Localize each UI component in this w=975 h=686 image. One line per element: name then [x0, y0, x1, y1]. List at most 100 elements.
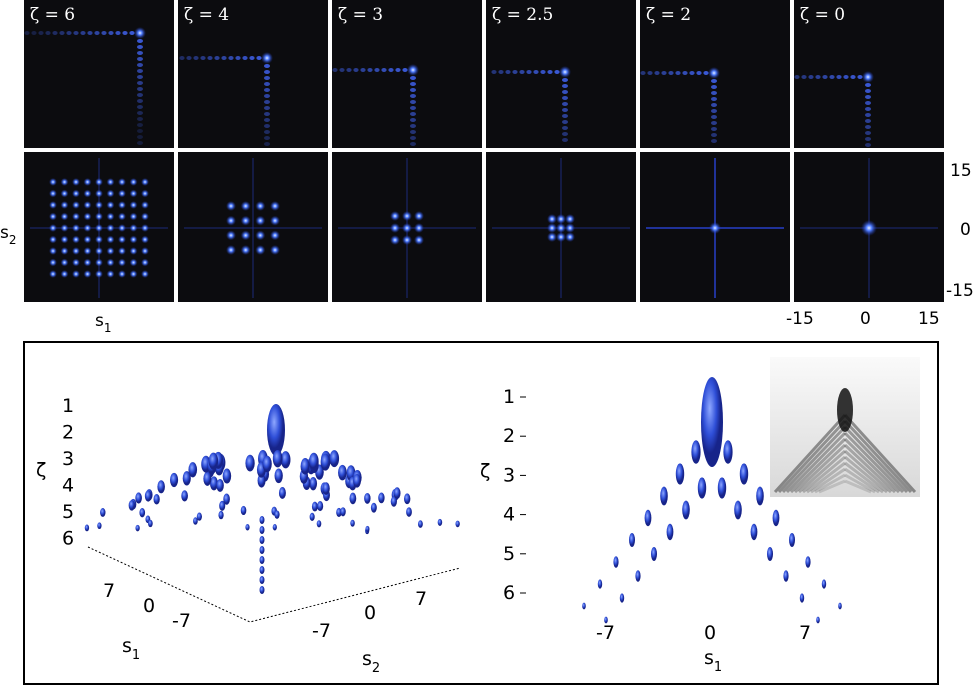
fringe	[850, 75, 856, 79]
blob	[370, 502, 377, 513]
blob	[259, 576, 265, 584]
panel	[24, 0, 174, 148]
inset-stripe	[844, 467, 880, 494]
spot	[72, 258, 80, 267]
fringe	[554, 70, 560, 74]
blob	[182, 471, 191, 486]
fringe	[562, 132, 568, 136]
spot	[414, 235, 424, 245]
inset-stripe	[781, 425, 847, 494]
fringe	[332, 68, 338, 72]
spot	[60, 212, 69, 221]
peak	[708, 67, 720, 79]
fringe	[137, 141, 143, 145]
fringe	[836, 75, 842, 79]
inset-peak	[837, 388, 853, 432]
fringe	[137, 69, 143, 73]
x-tick: -7	[596, 622, 615, 644]
blob	[280, 451, 291, 469]
fringe	[31, 31, 37, 35]
z-tick: 2	[503, 425, 515, 447]
fringe	[865, 119, 871, 123]
blob	[404, 493, 411, 505]
spot	[270, 215, 280, 226]
spot	[129, 201, 138, 209]
x-tick: 15	[918, 309, 940, 329]
spot	[118, 201, 126, 209]
spot	[49, 258, 57, 267]
z-label: ζ	[36, 459, 46, 481]
blob	[660, 486, 668, 506]
spot	[556, 232, 566, 242]
spot	[547, 223, 557, 233]
fringe	[129, 31, 135, 35]
spot	[556, 223, 566, 233]
inset-stripe	[843, 413, 917, 494]
x-label: s1	[704, 647, 722, 675]
blob	[144, 490, 152, 502]
spot	[556, 214, 566, 224]
spot	[49, 189, 57, 198]
s2-label: s2	[362, 648, 380, 676]
spot	[118, 235, 126, 244]
fringe	[711, 85, 717, 89]
blob	[97, 522, 102, 530]
blob	[274, 468, 283, 484]
s1-tick: 7	[103, 580, 115, 602]
spot	[141, 212, 149, 221]
blob	[336, 507, 342, 518]
fringe	[264, 112, 270, 116]
fringe	[264, 88, 270, 92]
blob	[84, 524, 90, 532]
blob	[723, 440, 733, 464]
blob	[203, 471, 212, 486]
fringe	[829, 75, 835, 79]
fringe	[256, 56, 262, 60]
fringe	[512, 70, 518, 74]
blob	[353, 473, 361, 488]
fringe	[66, 31, 72, 35]
y-tick: -15	[946, 281, 974, 301]
inset-stripe	[844, 449, 892, 494]
inset-stripe	[777, 419, 847, 494]
fringe	[562, 138, 568, 142]
blob	[259, 516, 265, 524]
spot	[141, 258, 149, 267]
panel-label: ζ = 3	[338, 5, 383, 25]
blob	[272, 449, 283, 468]
fringe	[264, 124, 270, 128]
spot	[49, 201, 57, 209]
fringe	[122, 31, 128, 35]
spot	[60, 201, 69, 209]
spot	[226, 230, 236, 241]
x-tick: 0	[704, 622, 716, 644]
inset-stripe	[798, 449, 846, 494]
x-tick: 0	[860, 309, 871, 329]
spot	[72, 224, 80, 232]
fringe	[857, 75, 863, 79]
fringe	[654, 71, 660, 75]
spot	[255, 245, 266, 255]
fringe	[137, 93, 143, 97]
x-tick: -15	[786, 309, 814, 329]
fringe	[137, 75, 143, 79]
spot	[226, 201, 236, 211]
spot	[106, 270, 115, 278]
blob	[309, 476, 318, 491]
spot	[49, 212, 57, 221]
spot	[72, 235, 80, 244]
inset-stripe	[844, 473, 876, 494]
spot	[141, 178, 149, 186]
blob	[272, 524, 277, 531]
blob	[216, 478, 224, 492]
blob	[651, 547, 657, 561]
blob	[157, 480, 165, 494]
blob	[604, 616, 608, 624]
blob	[789, 533, 795, 547]
blob	[783, 570, 789, 582]
blob	[767, 547, 773, 561]
spot	[72, 247, 80, 255]
fringe	[264, 118, 270, 122]
z-tick: 3	[62, 448, 74, 470]
